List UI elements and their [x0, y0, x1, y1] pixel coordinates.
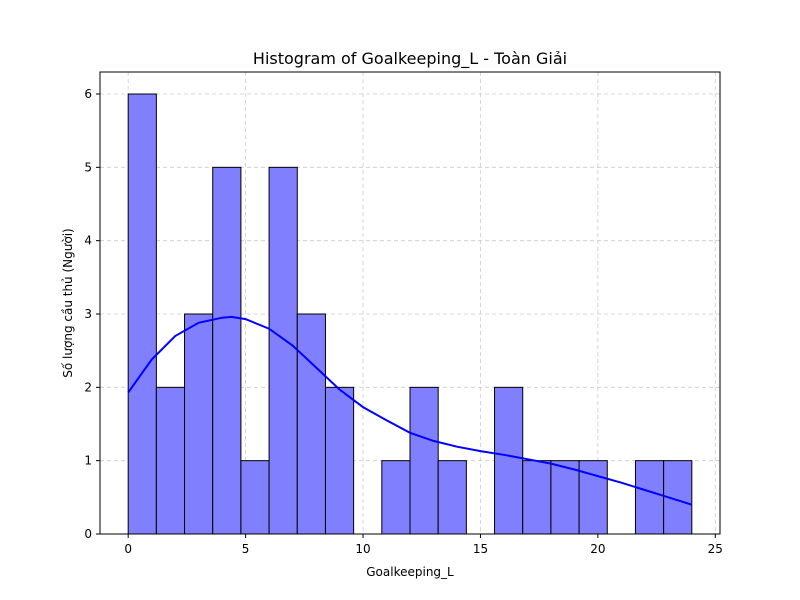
histogram-bar — [634, 460, 665, 535]
y-tick-label: 4 — [84, 234, 92, 248]
x-tick-label: 25 — [708, 542, 723, 556]
histogram-bar — [437, 460, 467, 535]
y-tick-label: 5 — [84, 160, 92, 174]
histogram-bar — [155, 386, 186, 535]
x-axis-label: Goalkeeping_L — [366, 565, 454, 579]
histogram-bar — [268, 166, 298, 535]
x-tick-label: 5 — [242, 542, 250, 556]
x-tick-label: 15 — [473, 542, 488, 556]
histogram-bar — [381, 460, 411, 535]
histogram-bar — [494, 386, 524, 535]
histogram-bar — [127, 93, 157, 535]
x-tick-label: 0 — [124, 542, 132, 556]
plot-frame — [99, 71, 721, 535]
kde-curve — [127, 315, 693, 506]
histogram-bar — [522, 460, 552, 535]
y-tick-label: 2 — [84, 380, 92, 394]
x-tick-label: 10 — [355, 542, 370, 556]
chart-title: Histogram of Goalkeeping_L - Toàn Giải — [253, 49, 567, 69]
x-tick-label: 20 — [590, 542, 605, 556]
y-tick-label: 1 — [84, 454, 92, 468]
histogram-bar — [409, 386, 439, 535]
y-tick-label: 3 — [84, 307, 92, 321]
axis-ticks: 0 5 10 15 20 25 0 1 2 3 4 5 6 — [84, 87, 723, 556]
histogram-bar — [296, 313, 326, 535]
histogram-bar — [240, 460, 270, 535]
histogram-bar — [324, 386, 355, 535]
histogram-bar — [212, 166, 242, 535]
y-tick-label: 0 — [84, 527, 92, 541]
histogram-bar — [550, 460, 580, 535]
histogram-bar — [184, 313, 214, 535]
y-axis-label: Số lượng cầu thủ (Người) — [61, 228, 75, 377]
y-tick-label: 6 — [84, 87, 92, 101]
